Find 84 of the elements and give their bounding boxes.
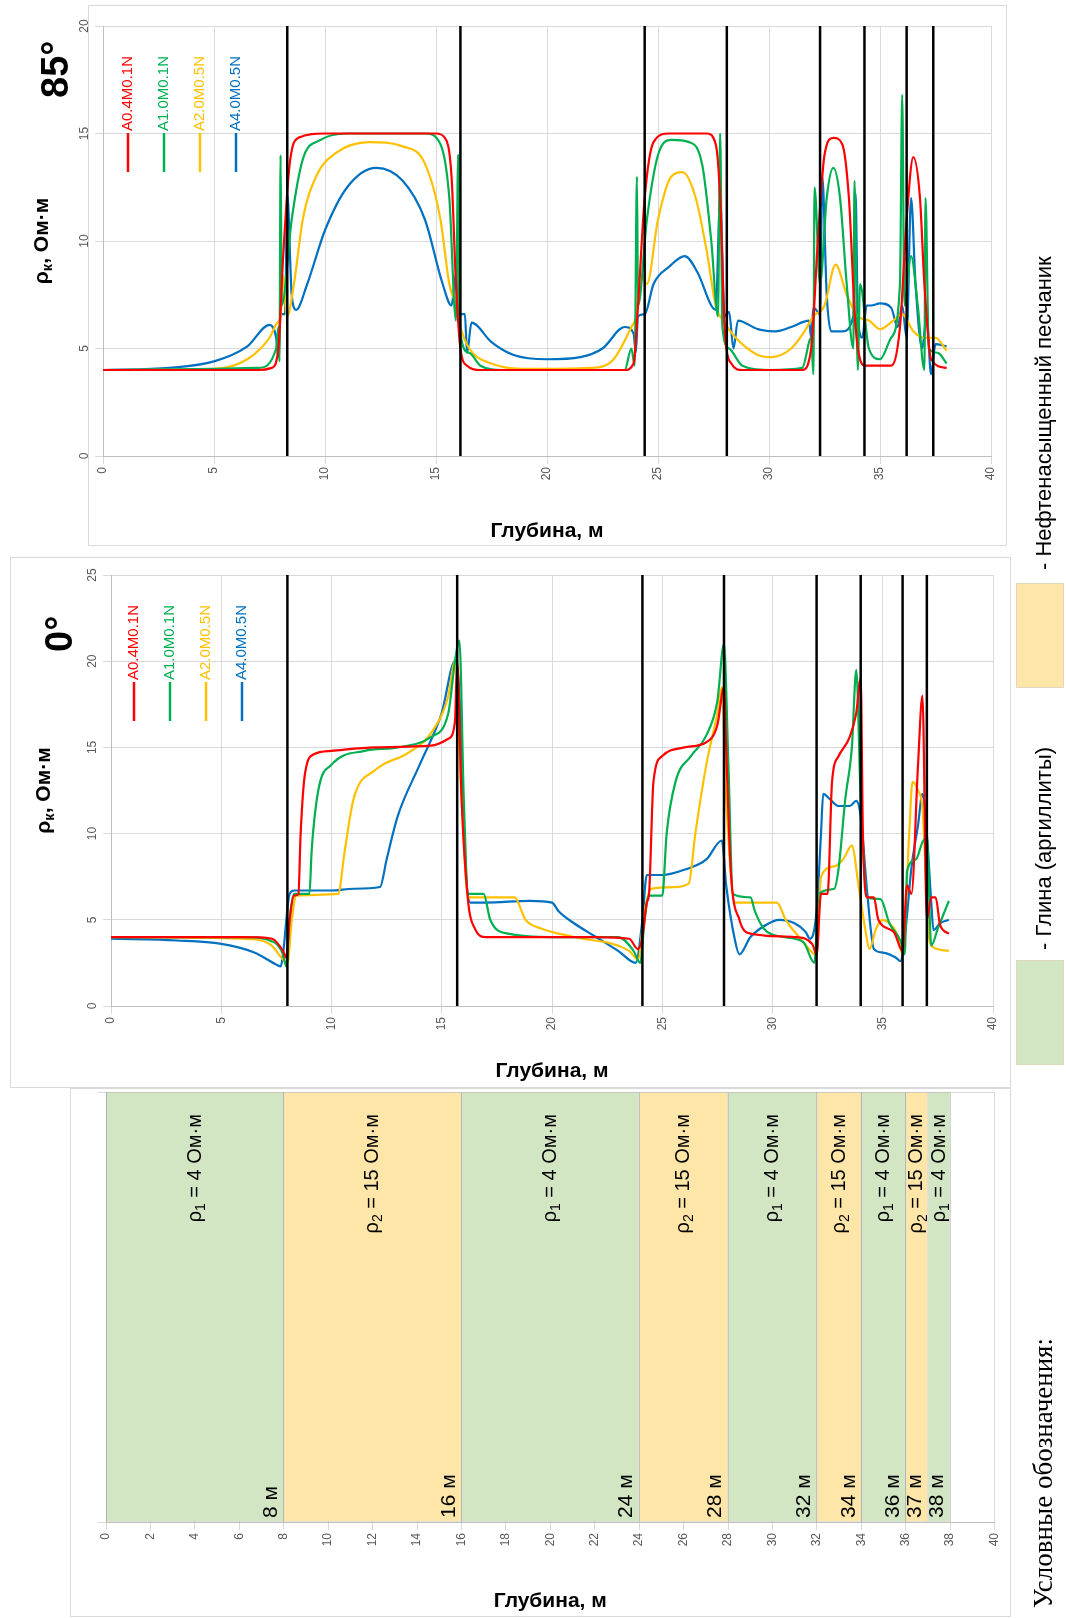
annotation: 28 м bbox=[702, 1474, 726, 1518]
x-tick-label: 12 bbox=[364, 1532, 379, 1547]
annotation: 37 м bbox=[902, 1474, 926, 1518]
y-tick-label: 0 bbox=[77, 452, 92, 460]
series-label: ρ1 = 4 Ом·м bbox=[537, 1113, 564, 1223]
x-tick-label: 40 bbox=[985, 1016, 1000, 1031]
x-tick-label: 40 bbox=[983, 466, 998, 481]
text: A2.0M0.5N bbox=[190, 55, 208, 131]
x-tick-label: 35 bbox=[872, 466, 887, 481]
x-tick-label: 0 bbox=[103, 1016, 118, 1024]
text: - Глина (аргиллиты) bbox=[1030, 746, 1057, 950]
text: A0.4M0.1N bbox=[124, 604, 142, 680]
series-label: ρ1 = 4 Ом·м bbox=[182, 1113, 208, 1223]
x-tick-label: 20 bbox=[542, 1532, 557, 1547]
x-tick-label: 35 bbox=[875, 1016, 890, 1031]
annotation: 38 м bbox=[924, 1474, 948, 1518]
x-tick-label: 34 bbox=[853, 1532, 868, 1547]
y-tick-label: 15 bbox=[77, 126, 92, 141]
x-tick-label: 16 bbox=[453, 1532, 468, 1547]
x-tick-label: 15 bbox=[428, 466, 443, 481]
annotation: 36 м bbox=[880, 1474, 904, 1518]
series-label: ρ1 = 4 Ом·м bbox=[871, 1113, 897, 1223]
x-tick-label: 0 bbox=[95, 466, 110, 474]
y-axis-title: ρк, Ом·м bbox=[28, 197, 56, 285]
x-tick-label: 8 bbox=[276, 1532, 291, 1540]
x-tick-label: 10 bbox=[317, 466, 332, 481]
text: A4.0M0.5N bbox=[226, 55, 244, 131]
x-axis-title: Глубина, м bbox=[493, 1588, 607, 1612]
x-tick-label: 15 bbox=[434, 1016, 449, 1031]
x-tick-label: 22 bbox=[587, 1532, 602, 1547]
y-tick-label: 0 bbox=[85, 1002, 100, 1010]
x-tick-label: 38 bbox=[942, 1532, 957, 1547]
x-tick-label: 6 bbox=[231, 1532, 246, 1540]
y-axis-title: ρк, Ом·м bbox=[30, 747, 58, 834]
x-tick-label: 2 bbox=[142, 1532, 157, 1540]
x-tick-label: 36 bbox=[898, 1532, 913, 1547]
x-tick-label: 5 bbox=[206, 466, 221, 474]
x-tick-label: 30 bbox=[764, 1532, 779, 1547]
x-tick-label: 4 bbox=[187, 1532, 202, 1540]
y-tick-label: 15 bbox=[85, 740, 100, 755]
x-tick-label: 32 bbox=[809, 1532, 824, 1547]
text: A1.0M0.1N bbox=[154, 55, 172, 131]
text: A0.4M0.1N bbox=[118, 55, 136, 131]
x-tick-label: 20 bbox=[539, 466, 554, 481]
y-tick-label: 5 bbox=[77, 344, 92, 352]
series-label: ρ2 = 15 Ом·м bbox=[826, 1114, 852, 1234]
annotation: 32 м bbox=[791, 1474, 815, 1518]
y-tick-label: 10 bbox=[85, 826, 100, 841]
x-tick-label: 30 bbox=[764, 1016, 779, 1031]
y-tick-label: 5 bbox=[85, 916, 100, 924]
annotation: 16 м bbox=[435, 1474, 459, 1518]
y-tick-label: 25 bbox=[85, 568, 100, 582]
y-tick-label: 20 bbox=[85, 654, 100, 668]
series-label: ρ2 = 15 Ом·м bbox=[360, 1114, 386, 1234]
x-tick-label: 20 bbox=[544, 1016, 559, 1031]
text: A2.0M0.5N bbox=[196, 604, 214, 680]
x-axis-title: Глубина, м bbox=[495, 1058, 609, 1082]
series-label: ρ2 = 15 Ом·м bbox=[671, 1114, 697, 1234]
annotation: 8 м bbox=[258, 1486, 282, 1518]
annotation: 34 м bbox=[835, 1474, 859, 1518]
x-tick-label: 25 bbox=[650, 466, 665, 481]
text: A1.0M0.1N bbox=[160, 604, 178, 680]
series-label: ρ1 = 4 Ом·м bbox=[759, 1113, 786, 1223]
x-tick-label: 24 bbox=[631, 1532, 646, 1547]
text: A4.0M0.5N bbox=[232, 604, 250, 680]
text: 85° bbox=[34, 40, 77, 98]
x-tick-label: 25 bbox=[654, 1016, 669, 1031]
x-tick-label: 5 bbox=[213, 1016, 228, 1024]
x-tick-label: 10 bbox=[320, 1532, 335, 1547]
x-tick-label: 28 bbox=[720, 1532, 735, 1547]
annotation: 24 м bbox=[613, 1474, 637, 1518]
legend-title: Условные обозначения: bbox=[1027, 1337, 1059, 1608]
text: 0° bbox=[38, 615, 81, 652]
x-tick-label: 30 bbox=[761, 466, 776, 481]
x-tick-label: 26 bbox=[675, 1532, 690, 1547]
x-tick-label: 40 bbox=[986, 1532, 1001, 1547]
x-tick-label: 18 bbox=[498, 1532, 513, 1547]
y-tick-label: 10 bbox=[77, 234, 92, 248]
x-tick-label: 14 bbox=[409, 1532, 424, 1547]
x-tick-label: 0 bbox=[98, 1532, 113, 1540]
x-tick-label: 10 bbox=[323, 1016, 338, 1031]
x-axis-title: Глубина, м bbox=[490, 518, 604, 542]
y-tick-label: 20 bbox=[77, 19, 92, 33]
text: - Нефтенасыщенный песчаник bbox=[1030, 256, 1057, 570]
